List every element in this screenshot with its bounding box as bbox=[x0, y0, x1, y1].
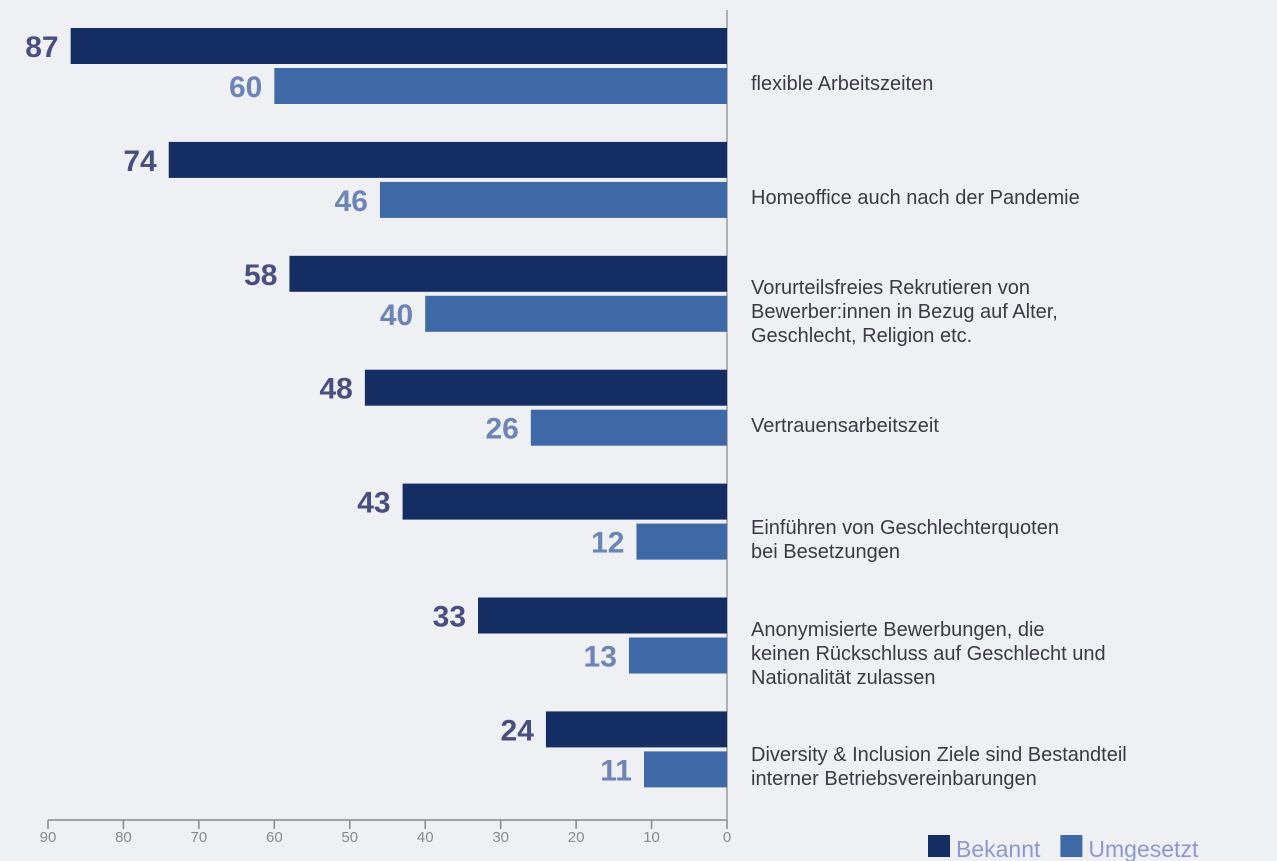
x-tick-label: 60 bbox=[266, 829, 283, 846]
x-tick-label: 70 bbox=[191, 829, 208, 846]
value-label: 12 bbox=[591, 527, 624, 560]
bar bbox=[379, 181, 727, 218]
category-label: Diversity & Inclusion Ziele sind Bestand… bbox=[751, 744, 1127, 791]
legend-label: Umgesetzt bbox=[1088, 836, 1199, 861]
legend-swatch bbox=[928, 835, 950, 857]
value-label: 33 bbox=[433, 601, 466, 634]
value-label: 40 bbox=[380, 299, 413, 332]
category-label: Einführen von Geschlechterquoten bei Bes… bbox=[751, 516, 1059, 563]
bar bbox=[628, 637, 727, 674]
value-label: 46 bbox=[335, 185, 368, 218]
value-label: 60 bbox=[229, 71, 262, 104]
x-tick-label: 90 bbox=[40, 829, 57, 846]
category-label: flexible Arbeitszeiten bbox=[751, 73, 934, 95]
bar bbox=[530, 409, 727, 446]
value-label: 43 bbox=[357, 487, 390, 520]
bar bbox=[545, 711, 727, 748]
legend-label: Bekannt bbox=[956, 836, 1041, 861]
value-label: 24 bbox=[501, 714, 535, 747]
category-label: Vorurteilsfreies Rekrutieren von Bewerbe… bbox=[751, 276, 1058, 347]
value-label: 74 bbox=[123, 145, 157, 178]
bar bbox=[402, 483, 727, 520]
x-tick-label: 0 bbox=[723, 829, 731, 846]
x-tick-label: 50 bbox=[341, 829, 358, 846]
bar bbox=[274, 68, 727, 104]
bar bbox=[364, 369, 727, 406]
x-tick-label: 30 bbox=[492, 829, 509, 846]
bar bbox=[70, 28, 728, 64]
value-label: 13 bbox=[584, 641, 617, 674]
x-tick-label: 10 bbox=[643, 829, 660, 846]
bar bbox=[168, 141, 727, 178]
category-label: Anonymisierte Bewerbungen, die keinen Rü… bbox=[751, 618, 1106, 689]
bar bbox=[425, 295, 727, 332]
value-label: 58 bbox=[244, 259, 277, 292]
bar bbox=[478, 597, 727, 634]
category-label: Homeoffice auch nach der Pandemie bbox=[751, 186, 1080, 209]
x-tick-label: 40 bbox=[417, 829, 434, 846]
category-label: Vertrauensarbeitszeit bbox=[751, 414, 939, 437]
value-label: 26 bbox=[485, 413, 518, 446]
legend-swatch bbox=[1060, 835, 1083, 857]
x-tick-label: 80 bbox=[115, 829, 132, 846]
bar bbox=[644, 751, 727, 788]
value-label: 48 bbox=[319, 373, 352, 406]
value-label: 11 bbox=[600, 754, 632, 787]
x-tick-label: 20 bbox=[568, 829, 585, 846]
value-label: 87 bbox=[25, 31, 58, 64]
bar bbox=[289, 255, 727, 292]
bar bbox=[636, 523, 727, 560]
